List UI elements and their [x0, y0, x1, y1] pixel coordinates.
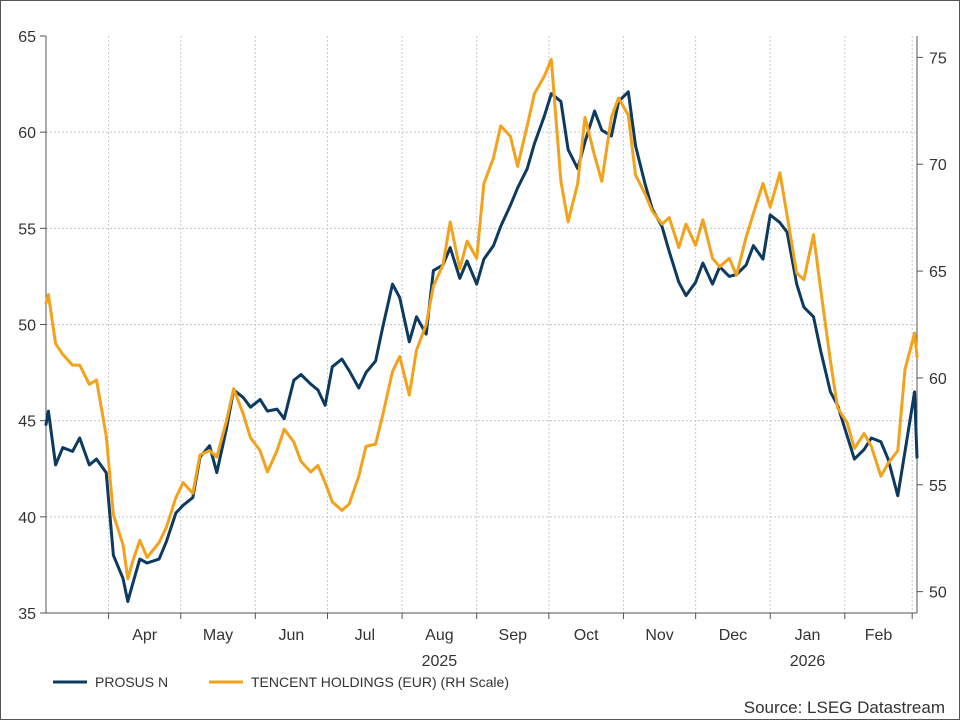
right-tick-label: 65: [929, 264, 947, 281]
month-label: May: [203, 627, 233, 644]
left-tick-label: 45: [18, 414, 36, 431]
month-label: Jan: [795, 627, 821, 644]
month-label: Dec: [719, 627, 747, 644]
axis-labels: 35 40 45 50 55 60 65 50 55 60 65 70 75 Apr May Jun Jul Au…: [18, 29, 947, 670]
month-label: Feb: [865, 627, 893, 644]
right-tick-label: 50: [929, 585, 947, 602]
right-tick-label: 60: [929, 371, 947, 388]
series-line-1: [44, 90, 919, 603]
month-label: Jun: [279, 627, 305, 644]
left-tick-label: 40: [18, 510, 36, 527]
month-label: Nov: [645, 627, 673, 644]
left-tick-label: 60: [18, 125, 36, 142]
right-tick-label: 55: [929, 478, 947, 495]
year-label: 2025: [422, 653, 458, 670]
axes: [40, 35, 923, 619]
month-label: Jul: [355, 627, 375, 644]
gridlines: [46, 36, 917, 613]
left-tick-label: 65: [18, 29, 36, 46]
legend-label-2: TENCENT HOLDINGS (EUR) (RH Scale): [251, 674, 509, 690]
month-label: Oct: [574, 627, 599, 644]
right-tick-label: 75: [929, 50, 947, 67]
left-tick-label: 50: [18, 318, 36, 335]
source-note: Source: LSEG Datastream: [744, 698, 945, 717]
month-label: Apr: [132, 627, 158, 644]
legend-label-1: PROSUS N: [95, 674, 168, 690]
month-label: Aug: [425, 627, 453, 644]
series-lines: [44, 58, 919, 603]
series-line-2: [44, 58, 919, 581]
left-tick-label: 35: [18, 606, 36, 623]
left-tick-label: 55: [18, 221, 36, 238]
legend: PROSUS N TENCENT HOLDINGS (EUR) (RH Scale…: [53, 674, 509, 690]
year-label: 2026: [790, 653, 826, 670]
month-label: Sep: [499, 627, 528, 644]
right-tick-label: 70: [929, 157, 947, 174]
